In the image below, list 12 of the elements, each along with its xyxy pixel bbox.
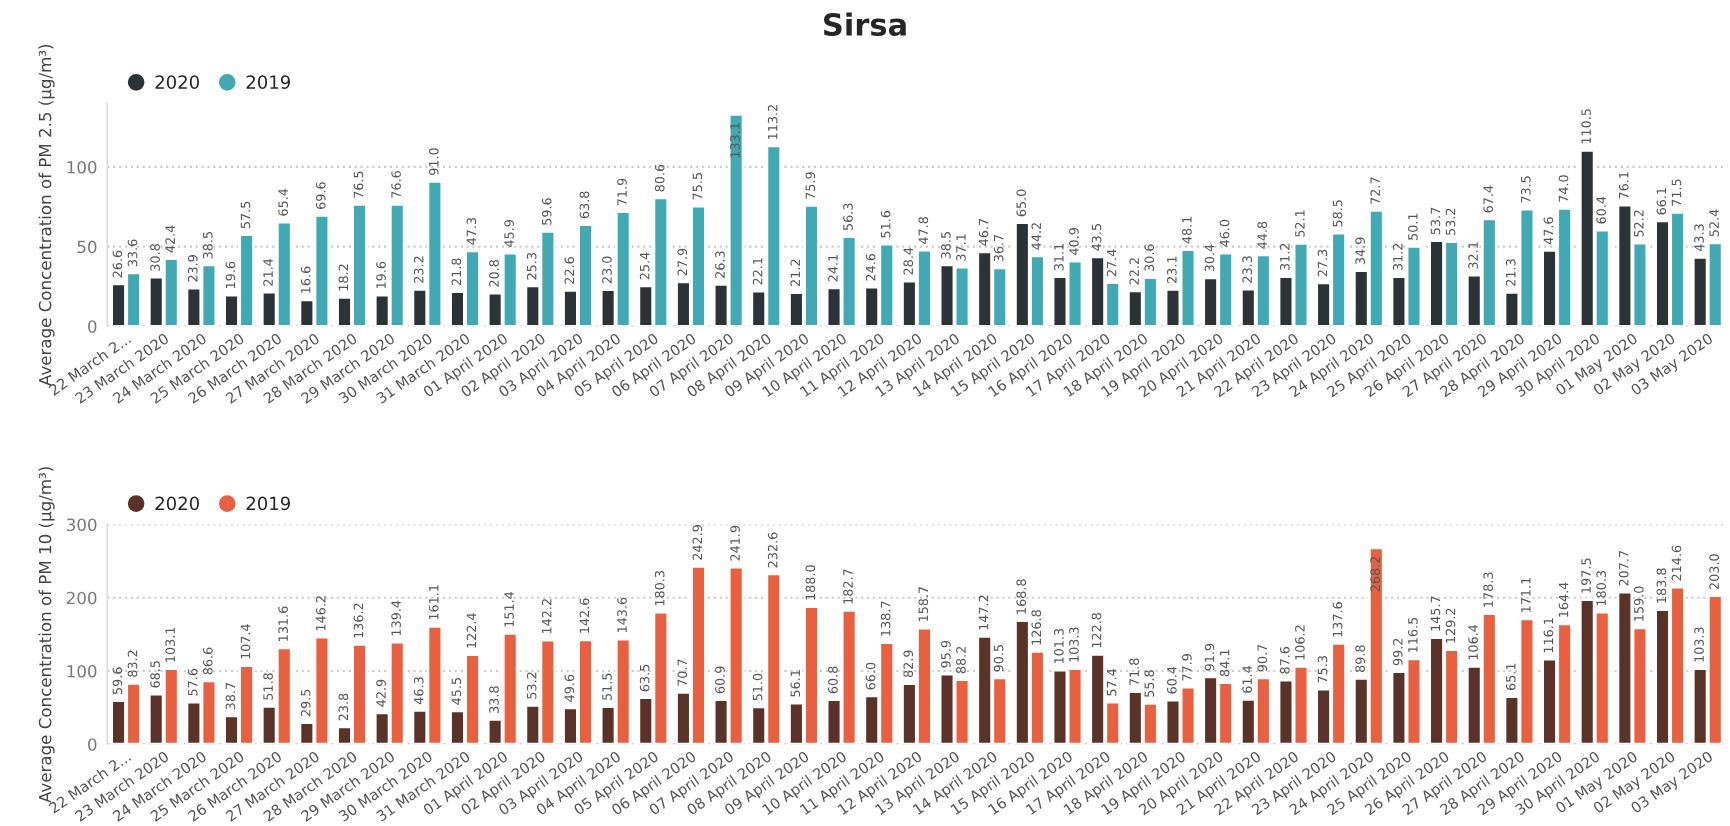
y-tick-label: 0 [88,320,97,333]
legend-label: 2020 [155,496,199,511]
y-tick-label: 0 [88,738,97,751]
chart-title: Sirsa [824,12,906,37]
y-tick-label: 50 [77,240,97,254]
legend-label: 2020 [155,75,199,89]
legend-label: 2019 [246,75,290,89]
y-tick-label: 100 [67,160,97,174]
y-tick-label: 100 [67,664,97,678]
y-tick-label: 300 [67,518,97,532]
legend-label: 2019 [246,496,290,511]
y-tick-label: 200 [66,591,97,605]
